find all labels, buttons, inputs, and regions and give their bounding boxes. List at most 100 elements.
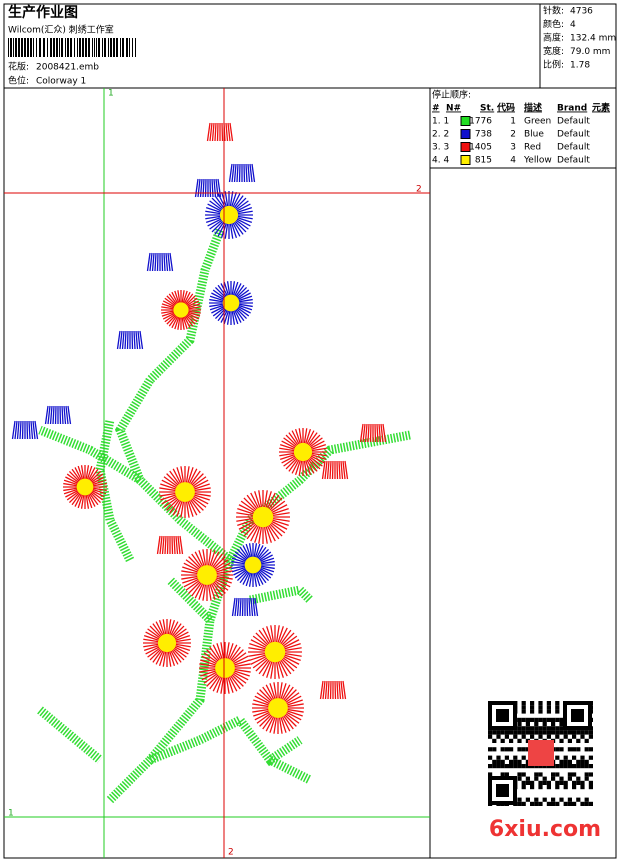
qr-cell [563, 734, 568, 739]
qr-cell [521, 780, 526, 785]
qr-cell [492, 738, 497, 743]
bud-stroke [30, 420, 34, 440]
bud-stroke [209, 122, 213, 142]
bar [126, 38, 128, 57]
bud-stroke [135, 330, 139, 350]
bar [59, 38, 60, 57]
bud-stroke [211, 178, 214, 198]
qr-cell [496, 755, 501, 760]
bud-stroke [165, 252, 169, 272]
qr-cell [542, 726, 547, 731]
qr-cell [538, 785, 543, 790]
qr-cell [538, 772, 543, 777]
design-label: 花版: [8, 61, 29, 73]
qr-cell [588, 785, 593, 790]
bar [129, 38, 130, 57]
bud-stroke [179, 535, 184, 555]
bud-stroke [146, 252, 151, 272]
bud-stroke [28, 420, 31, 440]
qr-cell [521, 764, 526, 769]
bud-stroke [139, 330, 144, 350]
qr-cell [576, 780, 581, 785]
bud-stroke [199, 178, 203, 198]
description: Yellow [523, 156, 552, 166]
qr-cell [538, 717, 543, 722]
qr-cell [551, 730, 556, 735]
qr-cell [567, 797, 572, 802]
qr-cell [546, 764, 551, 769]
bar [21, 38, 23, 57]
stem [166, 576, 214, 624]
code: 3 [510, 143, 516, 153]
qr-cell [580, 785, 585, 790]
bud-stroke [14, 420, 18, 440]
qr-cell [513, 764, 518, 769]
qr-cell [517, 776, 522, 781]
qr-cell [538, 705, 543, 710]
qr-cell [555, 734, 560, 739]
qr-code [487, 700, 593, 806]
bud-stroke [217, 178, 222, 198]
bud-stroke [211, 122, 215, 142]
qr-cell [534, 764, 539, 769]
stat-label: 宽度: [543, 45, 564, 57]
qr-cell [563, 730, 568, 735]
qr-finder [571, 709, 584, 722]
qr-cell [572, 734, 577, 739]
qr-cell [525, 797, 530, 802]
stem [267, 755, 313, 785]
qr-cell [488, 747, 493, 752]
qr-cell [555, 701, 560, 706]
qr-cell [559, 759, 564, 764]
description: Blue [524, 130, 544, 140]
bar [27, 38, 29, 57]
qr-cell [509, 730, 514, 735]
bud-stroke [329, 460, 332, 480]
qr-cell [584, 759, 589, 764]
bud-stroke [251, 163, 256, 183]
bud-stroke [324, 460, 328, 480]
qr-cell [555, 764, 560, 769]
qr-cell [530, 709, 535, 714]
qr-cell [551, 726, 556, 731]
bar [102, 38, 103, 57]
qr-cell [588, 764, 593, 769]
bud-stroke [137, 330, 141, 350]
qr-cell [576, 797, 581, 802]
qr-cell [551, 772, 556, 777]
qr-cell [567, 776, 572, 781]
embroidery-design [11, 122, 411, 804]
qr-cell [534, 730, 539, 735]
bud-stroke [52, 405, 55, 425]
bud-stroke [238, 163, 241, 183]
bud-stroke [169, 252, 174, 272]
qr-cell [551, 797, 556, 802]
bud-stroke [340, 460, 344, 480]
qr-cell [517, 772, 522, 777]
qr-cell [538, 701, 543, 706]
stitches: 1776 [469, 117, 492, 127]
qr-cell [551, 764, 556, 769]
qr-cell [567, 772, 572, 777]
qr-cell [567, 759, 572, 764]
bud-stroke [59, 405, 62, 425]
stitches: 815 [475, 156, 492, 166]
bud-stroke [215, 178, 219, 198]
bar [74, 38, 75, 57]
qr-cell [504, 747, 509, 752]
bar [96, 38, 97, 57]
flower-center [76, 478, 94, 496]
qr-cell [525, 776, 530, 781]
qr-cell [525, 726, 530, 731]
bud-stroke [376, 423, 379, 443]
flower-center [157, 633, 177, 653]
guide-label: 1 [108, 89, 114, 99]
bud-stroke [175, 535, 179, 555]
bud-stroke [21, 420, 24, 440]
row-index: 2. 2 [432, 130, 449, 140]
bud-stroke [151, 252, 155, 272]
qr-cell [576, 738, 581, 743]
table-title: 停止顺序: [432, 89, 471, 101]
qr-cell [546, 705, 551, 710]
bar [135, 38, 136, 57]
